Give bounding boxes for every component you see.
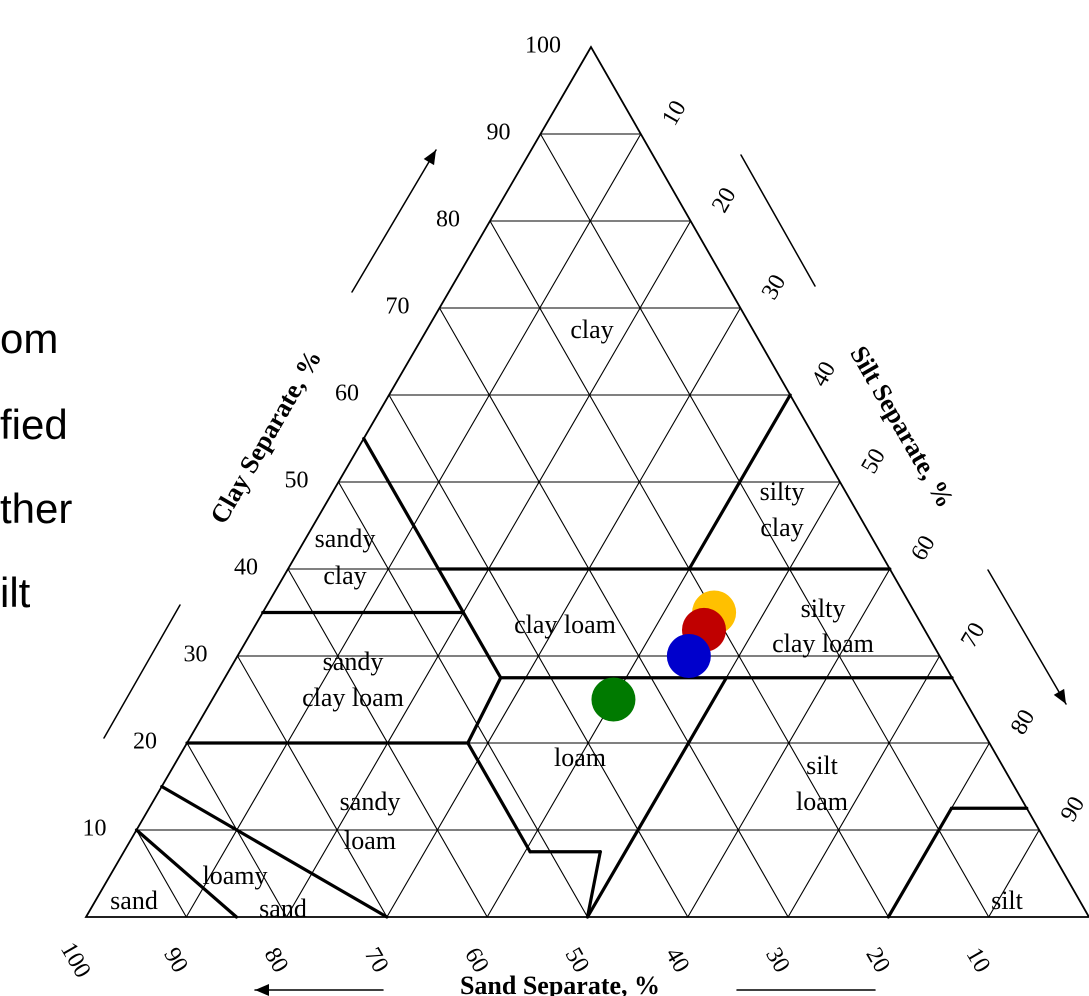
silt-tick-90: 90 [1056,792,1089,826]
grid-line-sand-50 [337,481,589,918]
sand-axis-arrow-head [255,984,269,996]
class-label-silty-clay-loam-2: clay loam [772,629,874,658]
silt-tick-60: 60 [906,531,941,565]
clay-axis-arrow-head [423,150,436,166]
sand-tick-30: 30 [760,943,795,977]
clay-tick-60: 60 [335,381,359,407]
grid-line-silt-30 [386,307,741,918]
boundary-segment-14 [160,784,389,919]
boundary-segment-3 [687,393,792,571]
silt-axis-line-upper [740,154,816,287]
axis-arrows [103,149,1067,996]
sample-point-3 [666,634,711,678]
class-label-silt-loam-2: loam [796,787,848,816]
clay-tick-40: 40 [234,555,258,581]
class-label-silty-clay-2: clay [760,513,803,542]
boundary-segment-15 [134,828,239,919]
class-label-sand: sand [110,886,158,915]
silt-tick-40: 40 [807,357,842,391]
silt-tick-10: 10 [657,96,692,130]
silt-axis-title: Silt Separate, % [844,341,960,512]
sample-point-4 [591,677,636,722]
class-label-loamy-sand-1: loamy [203,861,268,890]
texture-class-boundaries [134,393,1029,919]
silt-axis-arrow [987,569,1067,705]
clay-tick-100: 100 [525,33,561,59]
grid-line-silt-70 [787,655,941,918]
class-label-silt: silt [991,886,1024,915]
sand-tick-40: 40 [660,943,695,977]
left-text-fragment-4: ilt [0,569,31,616]
class-label-silt-loam-1: silt [806,751,839,780]
silt-tick-50: 50 [856,444,891,478]
class-label-sandy-clay-loam-1: sandy [323,647,384,676]
clay-axis-title: Clay Separate, % [204,345,327,529]
grid-line-sand-90 [135,829,187,918]
class-label-sandy-clay-loam-2: clay loam [302,683,404,712]
class-label-silty-clay-1: silty [760,477,805,506]
boundary-segment-17 [886,806,954,919]
grid-line-sand-30 [438,307,789,918]
silt-axis-arrow-head [1053,688,1066,704]
clay-tick-50: 50 [285,468,309,494]
silt-tick-70: 70 [956,618,991,652]
sand-axis-title: Sand Separate, % [460,971,660,996]
boundary-segment-12 [585,850,602,919]
boundary-segment-6 [461,610,503,680]
clay-tick-70: 70 [386,294,410,320]
clay-tick-90: 90 [487,120,511,146]
sand-tick-100: 100 [55,938,96,982]
boundary-segment-1 [362,436,465,615]
clay-tick-20: 20 [133,729,157,755]
left-text-fragment-2: fied [0,401,68,448]
sand-tick-20: 20 [860,943,895,977]
grid-line-silt-90 [988,829,1040,918]
left-text-fragment-1: om [0,315,59,362]
class-label-loamy-sand-2: sand [259,894,307,923]
grid-line-silt-60 [687,568,891,918]
class-label-silty-clay-loam-1: silty [801,594,846,623]
class-label-clay-loam: clay loam [514,610,616,639]
class-label-sandy-clay-1: sandy [315,524,376,553]
class-label-sandy-clay-2: clay [323,561,366,590]
silt-tick-30: 30 [757,270,792,304]
sand-tick-70: 70 [359,943,394,977]
clay-tick-80: 80 [436,207,460,233]
boundary-segment-10 [466,741,532,854]
clay-axis-line-lower [103,604,181,739]
clay-tick-30: 30 [184,642,208,668]
clay-axis-arrow [351,149,437,293]
class-label-sandy-loam-2: loam [344,826,396,855]
class-label-loam: loam [554,743,606,772]
boundary-segment-8 [466,676,503,745]
silt-tick-20: 20 [707,183,742,217]
class-label-sandy-loam-1: sandy [340,787,401,816]
silt-tick-80: 80 [1006,705,1041,739]
sand-tick-80: 80 [259,943,294,977]
sand-tick-90: 90 [158,943,193,977]
grid-line-sand-70 [236,655,388,918]
boundary-segment-13 [585,676,728,919]
grid-line-sand-10 [539,133,990,918]
class-label-clay: clay [570,315,613,344]
left-text-fragment-3: ther [0,485,73,532]
sample-points [591,590,737,722]
clay-tick-10: 10 [83,816,107,842]
sand-tick-10: 10 [961,943,996,977]
